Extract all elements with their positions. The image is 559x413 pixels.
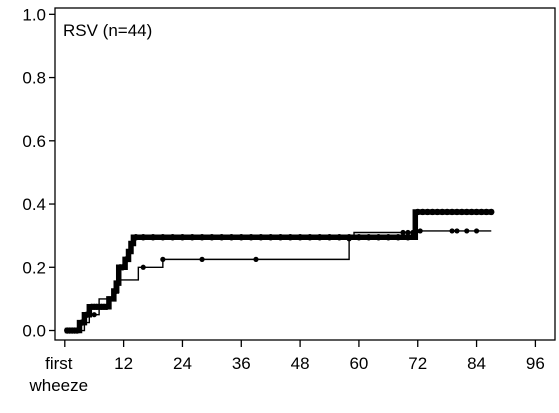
x-tick-label: 36 <box>232 354 251 373</box>
censor-mark-thick <box>228 234 235 241</box>
y-tick-label: 0.2 <box>22 258 46 277</box>
x-tick-label: 72 <box>408 354 427 373</box>
censor-mark-thin <box>346 236 352 242</box>
y-tick-label: 1.0 <box>22 5 46 24</box>
series-layer <box>64 208 495 334</box>
x-tick-label: 24 <box>173 354 192 373</box>
x-tick-label: 60 <box>349 354 368 373</box>
censor-mark-thin <box>449 228 455 234</box>
y-tick-label: 0.4 <box>22 195 46 214</box>
y-axis: 0.0 0.2 0.4 0.6 0.8 1.0 <box>22 5 55 341</box>
censor-mark-thin <box>473 228 480 234</box>
censor-mark-thick <box>277 234 284 241</box>
censor-mark-thin <box>405 229 411 236</box>
censor-mark-thick <box>78 319 86 326</box>
censor-mark-thick <box>159 234 167 241</box>
censor-mark-thin <box>464 228 470 234</box>
censor-mark-thick <box>429 208 436 216</box>
censor-mark-thick <box>316 234 323 241</box>
censor-mark-thick <box>424 208 431 216</box>
censor-mark-thick <box>439 208 446 216</box>
censor-mark-thin <box>91 312 97 318</box>
x-tick-label: 12 <box>114 354 133 373</box>
censor-mark-thin <box>106 296 112 302</box>
censor-mark-thick <box>83 311 91 318</box>
censor-mark-thick <box>375 234 382 241</box>
censor-mark-thick <box>140 234 147 241</box>
x-axis: first wheeze 12 24 36 48 60 72 84 96 <box>28 340 545 395</box>
censor-mark-thin <box>412 229 418 236</box>
censor-mark-thick <box>119 264 126 271</box>
censor-mark-thick <box>296 234 304 241</box>
censor-mark-thin <box>454 228 460 234</box>
plot-frame <box>54 7 556 341</box>
censor-mark-thick <box>123 256 130 263</box>
censor-mark-thick <box>149 234 157 241</box>
censor-mark-thick <box>132 234 140 241</box>
censor-mark-thick <box>287 234 294 241</box>
censor-mark-thin <box>160 256 166 262</box>
censor-mark-thin <box>400 229 406 236</box>
censor-mark-thick <box>169 234 176 241</box>
censor-mark-thick <box>414 208 421 216</box>
censor-mark-thick <box>473 208 480 216</box>
censor-mark-thin <box>140 264 146 270</box>
censor-mark-thick <box>189 234 196 241</box>
censor-mark-thick <box>483 208 490 216</box>
censor-mark-thick <box>443 208 451 216</box>
censor-mark-thick <box>478 208 485 216</box>
censor-mark-thick <box>336 234 343 241</box>
censor-mark-thin <box>76 327 83 334</box>
censor-mark-thick <box>198 234 206 241</box>
x-tick-label: 96 <box>526 354 545 373</box>
censor-mark-thick <box>394 234 402 241</box>
censor-mark-thick <box>208 234 216 241</box>
censor-mark-thin <box>67 327 73 334</box>
censor-mark-thick <box>404 234 412 241</box>
censor-mark-thick <box>434 208 441 216</box>
chart-annotation: RSV (n=44) <box>63 21 152 40</box>
censor-mark-thick <box>458 208 466 216</box>
censor-mark-thick <box>306 234 314 241</box>
y-tick-label: 0.6 <box>22 132 46 151</box>
censor-mark-thick <box>463 208 470 216</box>
censor-mark-thick <box>419 208 426 216</box>
censor-mark-thick <box>385 234 392 241</box>
censor-mark-thick <box>218 234 225 241</box>
x-tick-label: wheeze <box>28 376 88 395</box>
censor-mark-thin <box>253 256 259 262</box>
series-thin-line <box>64 230 492 332</box>
x-tick-label: 84 <box>467 354 486 373</box>
y-tick-label: 0.8 <box>22 69 46 88</box>
censor-mark-thin <box>199 256 205 262</box>
censor-mark-thick <box>103 303 110 310</box>
x-tick-label: 48 <box>291 354 310 373</box>
censor-mark-thick <box>326 234 333 241</box>
censor-mark-thick <box>488 208 495 216</box>
censor-mark-thick <box>468 208 475 216</box>
censor-mark-thick <box>179 234 186 241</box>
x-tick-label: first <box>45 354 73 373</box>
censor-mark-thick <box>453 208 461 216</box>
y-tick-label: 0.0 <box>22 322 46 341</box>
censor-mark-thin <box>72 327 78 334</box>
censor-mark-thick <box>267 234 274 241</box>
censor-mark-thick <box>448 208 456 216</box>
censor-mark-thick <box>365 234 372 241</box>
censor-mark-thick <box>238 234 245 241</box>
censor-mark-thin <box>417 228 423 234</box>
censor-mark-thick <box>247 234 255 241</box>
censor-mark-thick <box>355 234 363 241</box>
censor-mark-thick <box>257 234 265 241</box>
